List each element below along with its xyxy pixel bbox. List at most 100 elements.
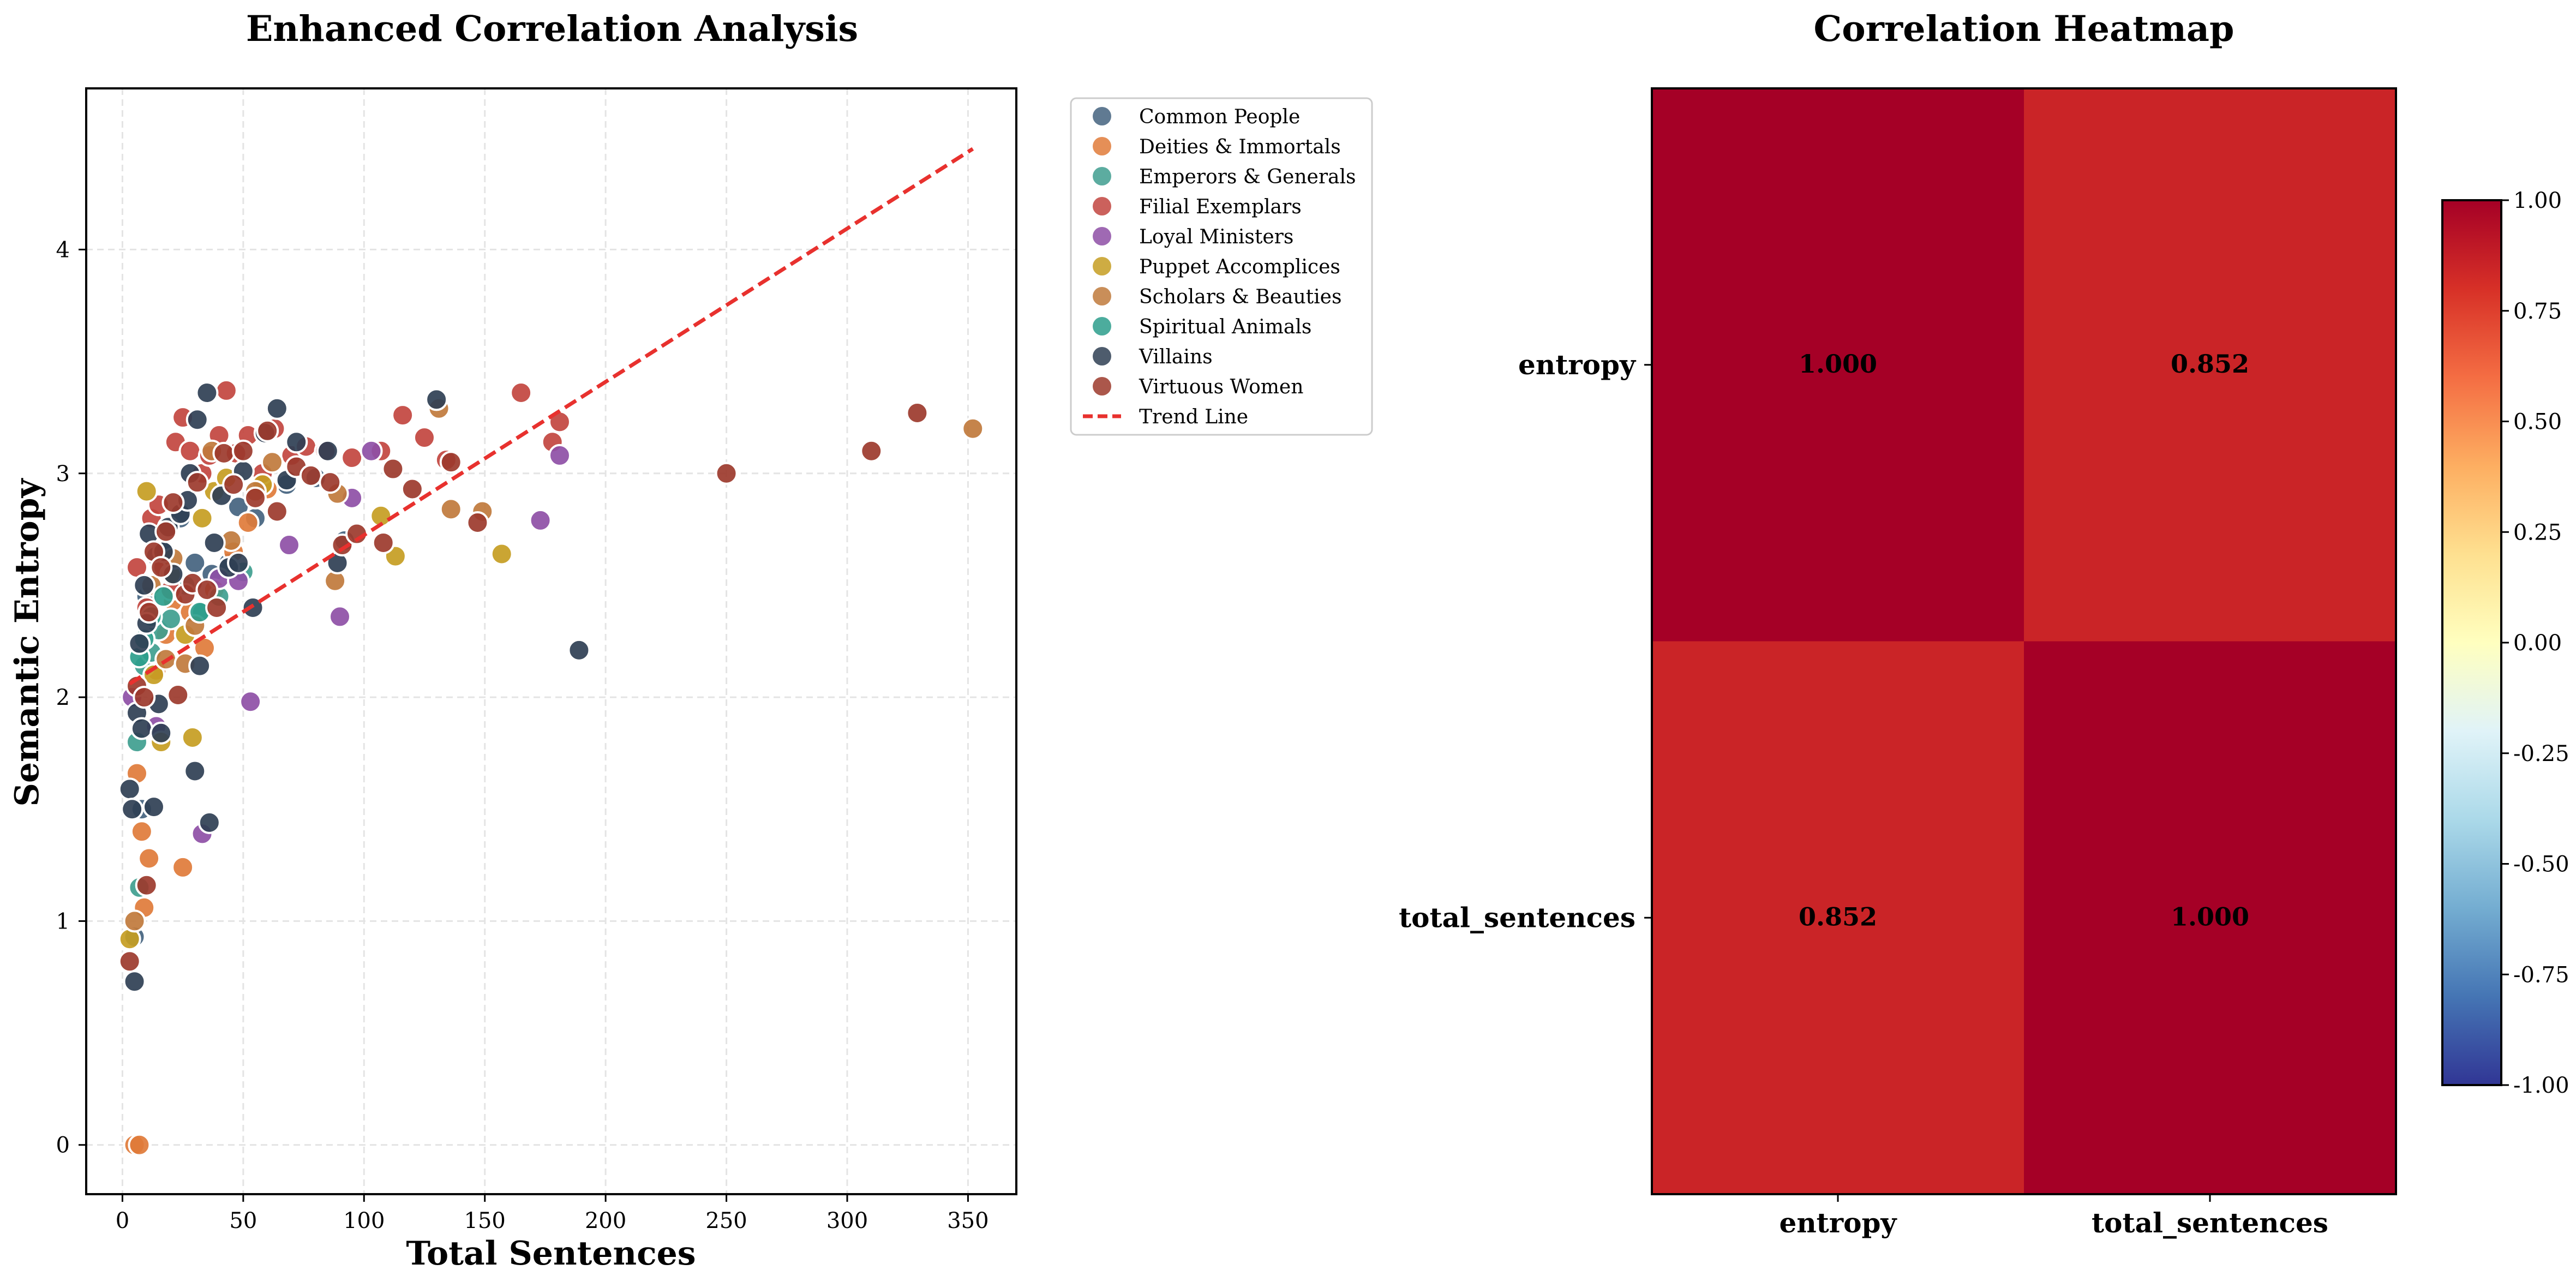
data-point [149,556,173,579]
data-point [190,506,214,530]
colorbar-tick-label: -0.50 [2513,852,2569,877]
data-point [439,498,463,521]
colorbar-tick-label: 0.50 [2513,410,2562,435]
x-tick-label: 300 [826,1208,868,1233]
data-point [316,439,339,463]
heatmap-cell-value: 0.852 [2171,349,2249,379]
legend-marker [1093,257,1111,275]
data-point [265,397,289,420]
data-point [400,477,424,501]
legend-marker [1093,137,1111,155]
heatmap-col-label: entropy [1780,1207,1898,1239]
legend-label: Spiritual Animals [1139,316,1311,338]
legend-marker [1093,317,1111,336]
data-point [961,417,985,440]
y-tick-label: 3 [56,462,70,487]
data-point [439,451,463,474]
scatter-y-axis-label: Semantic Entropy [8,477,46,806]
heatmap-cell [2024,88,2396,642]
colorbar-tick-label: 0.75 [2513,299,2562,324]
heatmap-frame [1651,87,2397,1195]
trend-line [128,147,974,686]
data-point [906,401,929,424]
legend-label: Emperors & Generals [1139,166,1356,188]
heatmap-cell [1652,641,2024,1194]
data-point [265,500,289,523]
y-tick-label: 2 [56,685,70,710]
legend-label: Deities & Immortals [1139,136,1341,158]
colorbar-tick-label: -0.75 [2513,962,2569,987]
data-point [239,690,262,714]
data-point [137,847,161,870]
data-point [123,909,146,933]
data-point [161,491,185,514]
data-point [133,573,156,597]
colorbar-gradient [2441,199,2502,1086]
scatter-x-axis-label: Total Sentences [406,1235,696,1273]
colorbar-ticks: 1.00 0.75 0.50 0.25 0.00 -0.25 -0.50 -0.75 -1.00 [2501,188,2569,1098]
heatmap-col-labels: entropy total_sentences [1780,1194,2328,1239]
data-point [231,439,255,463]
legend-label: Virtuous Women [1139,376,1303,398]
data-point [195,381,219,405]
heatmap-cell [2024,641,2396,1194]
legend-marker [1093,347,1111,366]
colorbar-tick-label: 0.00 [2513,631,2562,656]
colorbar-tick-label: 1.00 [2513,188,2562,213]
data-point [202,531,226,554]
x-tick-label: 350 [947,1208,989,1233]
data-point [171,855,195,879]
data-point [222,473,245,496]
data-point [118,777,141,801]
data-point [529,508,552,532]
heatmap-col-label: total_sentences [2092,1207,2328,1239]
data-point [135,873,158,897]
data-point [128,632,151,655]
data-point [425,388,448,411]
data-point [137,601,161,624]
legend-items: Common People Deities & Immortals Emperors… [1083,106,1356,428]
legend-label: Common People [1139,106,1300,128]
data-point [154,520,178,543]
data-point [715,462,738,485]
data-point [360,439,383,463]
x-tick-label: 100 [343,1208,385,1233]
legend-marker [1093,377,1111,396]
data-point [391,404,415,427]
data-point [299,464,322,487]
data-point [135,480,158,503]
data-point [466,511,489,535]
x-tick-label: 200 [585,1208,626,1233]
heatmap-cell [1652,88,2024,642]
data-point [149,721,173,745]
data-point [256,419,279,442]
data-point [185,408,209,432]
data-point [548,444,571,467]
data-point [381,457,405,481]
data-point [166,683,190,706]
data-point [490,542,513,566]
legend-label: Trend Line [1139,406,1248,428]
data-point [188,654,212,678]
data-point [130,820,153,843]
data-point [340,446,364,470]
x-tick-label: 0 [116,1208,129,1233]
heatmap-row-label: entropy [1518,349,1637,381]
scatter-title: Enhanced Correlation Analysis [246,8,858,50]
heatmap-cell-value: 1.000 [2171,902,2249,931]
y-tick-label: 4 [56,237,70,262]
legend-label: Filial Exemplars [1139,196,1302,218]
scatter-plot-frame [85,87,1017,1195]
series-virtuous-women [118,401,929,973]
legend-marker [1093,197,1111,215]
data-point [133,686,156,709]
data-point [130,717,153,740]
data-point [183,759,207,783]
legend-marker [1093,107,1111,125]
data-point [185,471,209,494]
legend-label: Scholars & Beauties [1139,286,1341,308]
data-point [345,522,368,546]
data-point [181,726,204,749]
colorbar-tick-label: -0.25 [2513,741,2569,766]
